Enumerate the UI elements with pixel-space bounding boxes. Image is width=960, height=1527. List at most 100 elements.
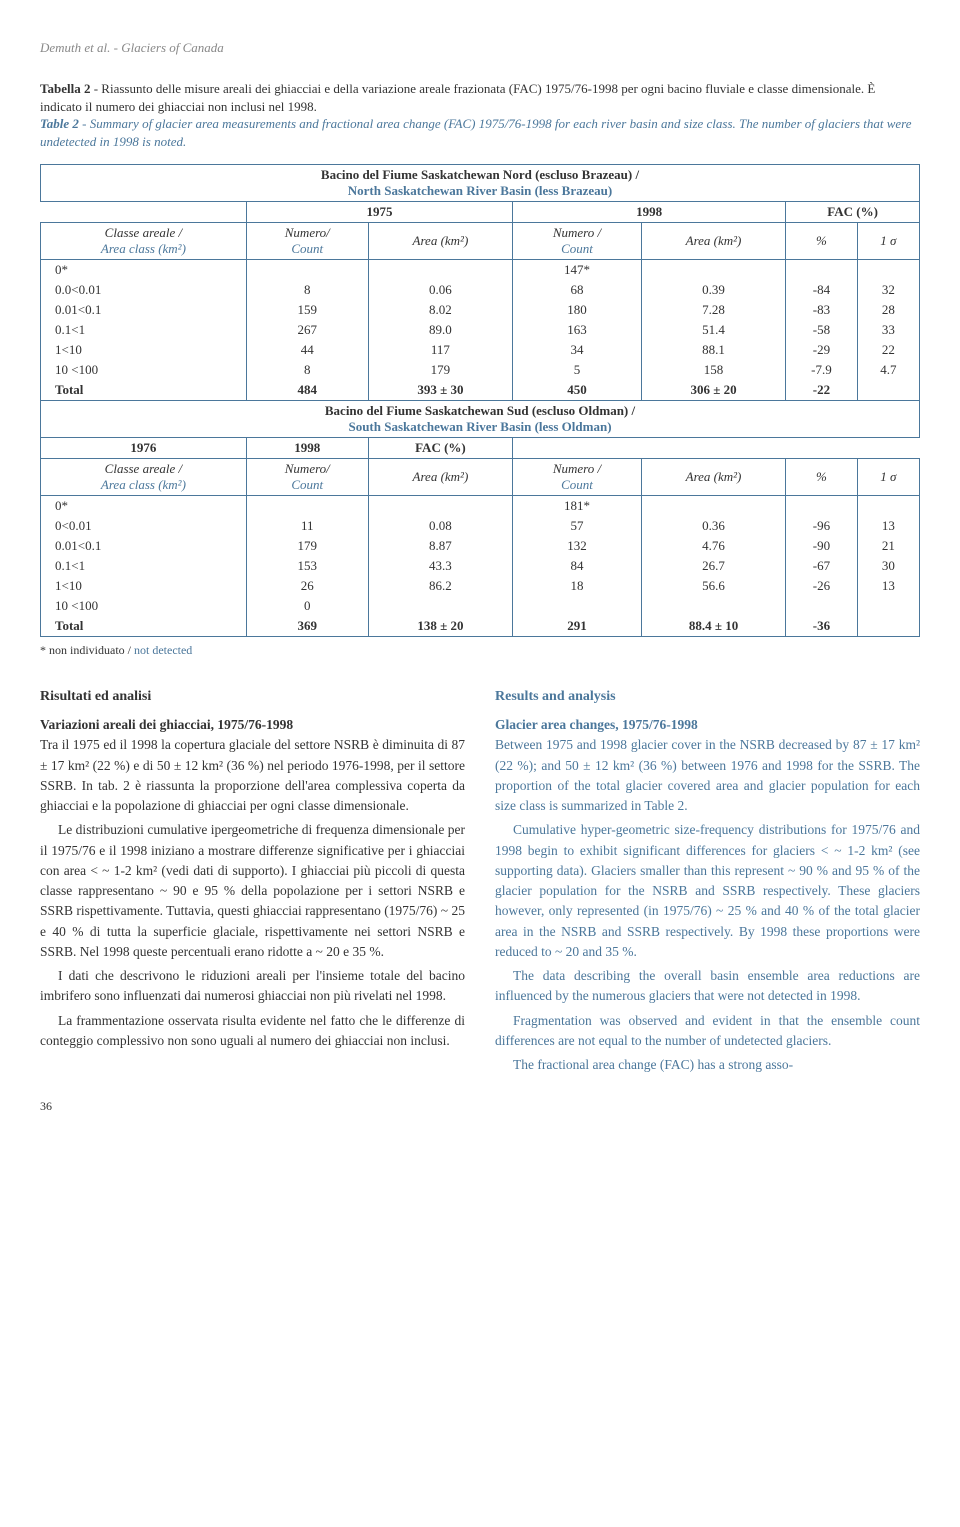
cell: 484 [246, 380, 368, 401]
col-sigma: 1 σ [857, 223, 919, 260]
right-subhead: Glacier area changes, 1975/76-1998 [495, 717, 698, 732]
cell: 8 [246, 360, 368, 380]
left-p3: I dati che descrivono le riduzioni areal… [40, 966, 465, 1007]
cell: 13 [857, 576, 919, 596]
cell: 159 [246, 300, 368, 320]
table-row: 1<10441173488.1-2922 [41, 340, 920, 360]
col-num1b: Numero/Count [246, 459, 368, 496]
cell: 30 [857, 556, 919, 576]
cell: 5 [513, 360, 642, 380]
table-caption: Tabella 2 - Riassunto delle misure areal… [40, 80, 920, 150]
cell: 4.7 [857, 360, 919, 380]
table-row: 0.01<0.11798.871324.76-9021 [41, 536, 920, 556]
footnote-en: not detected [134, 643, 192, 657]
col-class: Classe areale /Area class (km²) [41, 223, 247, 260]
col-pct2: % [786, 459, 857, 496]
cell: 21 [857, 536, 919, 556]
cell: 56.6 [641, 576, 785, 596]
cell [246, 260, 368, 281]
table-row: 0<0.01110.08570.36-9613 [41, 516, 920, 536]
col-area2: Area (km²) [641, 223, 785, 260]
cell [641, 260, 785, 281]
cell: 0* [41, 260, 247, 281]
facb-header: FAC (%) [368, 438, 512, 459]
table-row: 1<102686.21856.6-2613 [41, 576, 920, 596]
cell: 34 [513, 340, 642, 360]
left-subhead: Variazioni areali dei ghiacciai, 1975/76… [40, 717, 293, 732]
cell: 393 ± 30 [368, 380, 512, 401]
section2-title-it: Bacino del Fiume Saskatchewan Sud (esclu… [325, 403, 635, 418]
year1b-header: 1976 [41, 438, 247, 459]
cell: 0.01<0.1 [41, 300, 247, 320]
cell: 0.0<0.01 [41, 280, 247, 300]
right-p3: The data describing the overall basin en… [495, 966, 920, 1007]
left-column: Risultati ed analisi Variazioni areali d… [40, 686, 465, 1079]
left-p1: Tra il 1975 ed il 1998 la copertura glac… [40, 737, 465, 813]
table-row: 0.0<0.0180.06680.39-8432 [41, 280, 920, 300]
cell: 267 [246, 320, 368, 340]
cell: -29 [786, 340, 857, 360]
cell: 18 [513, 576, 642, 596]
page-number: 36 [40, 1099, 920, 1114]
total-row: Total484393 ± 30450306 ± 20-22 [41, 380, 920, 401]
left-p4: La frammentazione osservata risulta evid… [40, 1011, 465, 1052]
cell: 88.4 ± 10 [641, 616, 785, 637]
cell: 43.3 [368, 556, 512, 576]
cell: 450 [513, 380, 642, 401]
table-row: 10 <1000 [41, 596, 920, 616]
col-num1: Numero/Count [246, 223, 368, 260]
cell: 306 ± 20 [641, 380, 785, 401]
cell [857, 616, 919, 637]
cell: -84 [786, 280, 857, 300]
cell: 163 [513, 320, 642, 340]
cell: 32 [857, 280, 919, 300]
cell [857, 260, 919, 281]
cell: 180 [513, 300, 642, 320]
cell [641, 596, 785, 616]
cell: 0.06 [368, 280, 512, 300]
cell: 117 [368, 340, 512, 360]
cell: 0.1<1 [41, 556, 247, 576]
cell [786, 596, 857, 616]
left-p2: Le distribuzioni cumulative ipergeometri… [40, 820, 465, 962]
text-columns: Risultati ed analisi Variazioni areali d… [40, 686, 920, 1079]
cell: 132 [513, 536, 642, 556]
cell [368, 596, 512, 616]
cell: 0.36 [641, 516, 785, 536]
cell: 158 [641, 360, 785, 380]
cell: Total [41, 380, 247, 401]
right-p2: Cumulative hyper-geometric size-frequenc… [495, 820, 920, 962]
cell: 68 [513, 280, 642, 300]
cell: 8 [246, 280, 368, 300]
cell: 138 ± 20 [368, 616, 512, 637]
cell: 4.76 [641, 536, 785, 556]
table-row: 0.1<126789.016351.4-5833 [41, 320, 920, 340]
cell: -90 [786, 536, 857, 556]
cell: 84 [513, 556, 642, 576]
cell: 57 [513, 516, 642, 536]
cell: 8.02 [368, 300, 512, 320]
cell [857, 596, 919, 616]
cell [857, 496, 919, 517]
right-p4: Fragmentation was observed and evident i… [495, 1011, 920, 1052]
col-area1b: Area (km²) [368, 459, 512, 496]
caption-it-text: - Riassunto delle misure areali dei ghia… [40, 81, 875, 114]
caption-it-label: Tabella 2 [40, 81, 90, 96]
caption-en-label: Table 2 [40, 116, 79, 131]
cell: -36 [786, 616, 857, 637]
caption-en-text: - Summary of glacier area measurements a… [40, 116, 912, 149]
col-pct: % [786, 223, 857, 260]
cell: 88.1 [641, 340, 785, 360]
table-row: 0*147* [41, 260, 920, 281]
cell: 7.28 [641, 300, 785, 320]
cell: 0* [41, 496, 247, 517]
cell: 26.7 [641, 556, 785, 576]
cell [513, 596, 642, 616]
cell [641, 496, 785, 517]
right-p5: The fractional area change (FAC) has a s… [495, 1055, 920, 1075]
cell: 86.2 [368, 576, 512, 596]
cell: 44 [246, 340, 368, 360]
cell: 0 [246, 596, 368, 616]
cell: 0.39 [641, 280, 785, 300]
cell [786, 260, 857, 281]
